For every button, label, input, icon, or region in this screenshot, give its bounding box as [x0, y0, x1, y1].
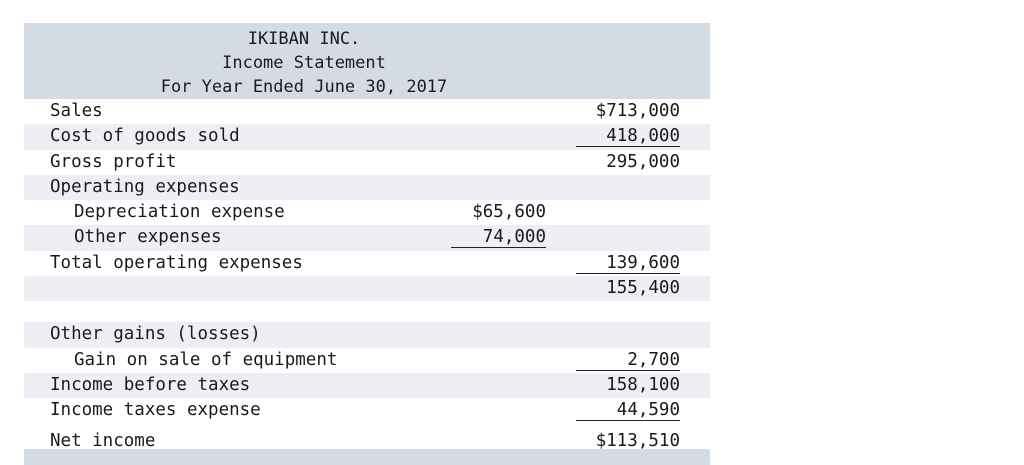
row-income-taxes-expense: Income taxes expense 44,590: [24, 398, 710, 423]
row-label: Income taxes expense: [50, 400, 261, 421]
row-gross-profit: Gross profit 295,000: [24, 150, 710, 175]
total-value: 139,600: [576, 253, 680, 274]
row-label: Sales: [50, 101, 103, 121]
row-label: Total operating expenses: [50, 252, 303, 273]
row-depreciation-expense: Depreciation expense $65,600: [24, 200, 710, 225]
total-value: $713,000: [595, 101, 680, 121]
row-label: Cost of goods sold: [50, 126, 240, 147]
row-label: Other gains (losses): [50, 324, 261, 345]
row-sales: Sales $713,000: [24, 99, 710, 124]
company-name: IKIBAN INC.: [247, 29, 361, 49]
row-label: Operating expenses: [50, 176, 240, 197]
row-label: Depreciation expense: [74, 202, 285, 223]
statement-footer-bar: [24, 449, 710, 465]
row-income-before-taxes: Income before taxes 158,100: [24, 372, 710, 399]
row-label: Other expenses: [74, 227, 222, 248]
row-gain-on-sale-of-equipment: Gain on sale of equipment 2,700: [24, 348, 710, 373]
row-cost-of-goods-sold: Cost of goods sold 418,000: [24, 124, 710, 150]
total-value: 158,100: [606, 374, 680, 395]
total-value: 44,590: [576, 400, 680, 422]
row-other-expenses: Other expenses 74,000: [24, 225, 710, 251]
spacer-row: [24, 301, 710, 322]
detail-value: $65,600: [472, 202, 546, 223]
total-value: 2,700: [576, 350, 680, 371]
row-total-operating-expenses: Total operating expenses 139,600: [24, 251, 710, 276]
detail-value: 74,000: [451, 227, 546, 249]
row-net-income: Net income $113,510: [24, 424, 710, 457]
row-label: Income before taxes: [50, 374, 251, 395]
total-value: 155,400: [606, 278, 680, 299]
row-label: Gain on sale of equipment: [74, 349, 338, 370]
row-label: Net income: [50, 430, 156, 451]
total-value: 295,000: [606, 151, 680, 172]
row-label: Gross profit: [50, 151, 177, 172]
statement-title: Income Statement: [222, 53, 386, 73]
statement-period: For Year Ended June 30, 2017: [160, 77, 448, 97]
total-value: 418,000: [576, 126, 680, 148]
statement-header: IKIBAN INC. Income Statement For Year En…: [24, 23, 710, 99]
row-operating-expenses: Operating expenses: [24, 174, 710, 201]
income-statement: IKIBAN INC. Income Statement For Year En…: [24, 23, 710, 457]
row-operating-income: 155,400: [24, 276, 710, 302]
row-other-gains-losses: Other gains (losses): [24, 322, 710, 348]
